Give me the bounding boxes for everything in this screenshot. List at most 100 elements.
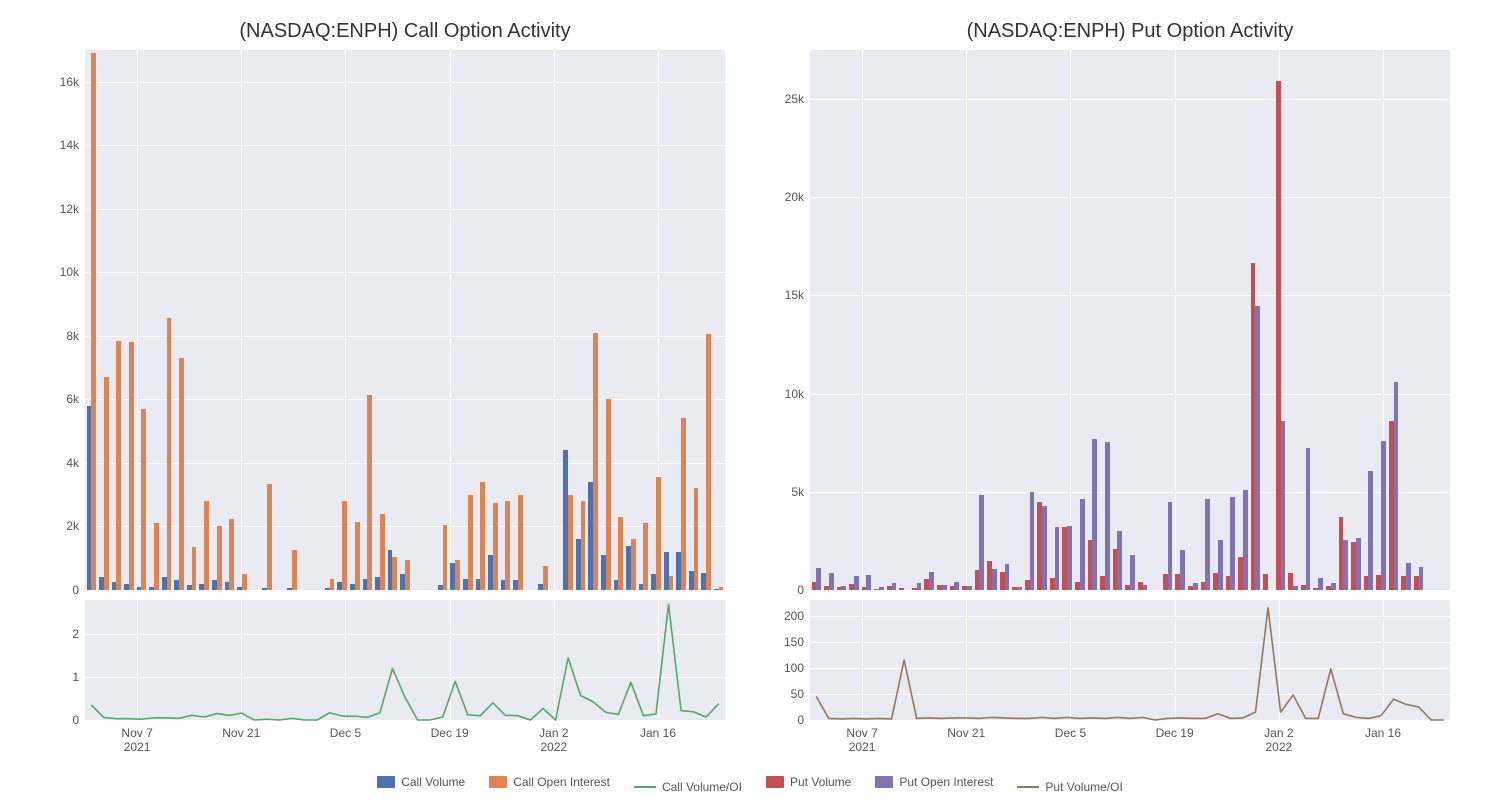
bar [1263,574,1268,590]
bar [643,523,648,590]
bar [1218,540,1223,590]
gridline [85,590,725,591]
ytick-label: 10k [785,387,810,401]
legend-label: Call Volume/OI [662,780,742,794]
put-bar-chart: (NASDAQ:ENPH) Put Option Activity 05k10k… [810,50,1450,590]
xtick-label: Jan 16 [640,720,676,740]
bar [1105,442,1110,590]
legend-swatch [377,776,395,788]
bar [606,399,611,590]
bar [719,587,724,590]
bar [104,377,109,590]
put-ratio-chart: 050100150200Nov 72021Nov 21Dec 5Dec 19Ja… [810,600,1450,720]
bar [292,550,297,590]
bar [1168,502,1173,590]
legend-label: Put Volume [790,775,851,789]
gridline [862,50,863,590]
put-chart-title: (NASDAQ:ENPH) Put Option Activity [810,20,1450,43]
bar [91,53,96,590]
bar [192,547,197,590]
bar [1055,527,1060,590]
bar [681,418,686,590]
call-ratio-plot-area: 012Nov 72021Nov 21Dec 5Dec 19Jan 22022Ja… [85,600,725,720]
bar [706,334,711,590]
ytick-label: 0 [72,713,85,727]
bar [1117,531,1122,590]
ytick-label: 100 [784,661,810,675]
legend-item: Put Open Interest [875,775,993,789]
bar [217,526,222,590]
bar [879,587,884,590]
bar [179,358,184,590]
bar [1193,583,1198,590]
bar [581,501,586,590]
xtick-label: Nov 72021 [121,720,152,754]
call-chart-title: (NASDAQ:ENPH) Call Option Activity [85,20,725,43]
ytick-label: 1 [72,670,85,684]
bar [154,523,159,590]
ytick-label: 2k [66,519,85,533]
legend-item: Put Volume/OI [1017,780,1122,794]
put-bar-plot-area: 05k10k15k20k25k [810,50,1450,590]
bar [1306,448,1311,590]
bar [229,519,234,590]
gridline [450,50,451,590]
ytick-label: 15k [785,288,810,302]
ytick-label: 4k [66,456,85,470]
legend-label: Call Volume [401,775,465,789]
bar [1130,555,1135,590]
ytick-label: 6k [66,392,85,406]
bar [1255,306,1260,590]
ratio-line [85,600,725,720]
bar [1067,526,1072,590]
gridline [966,50,967,590]
bar [816,568,821,590]
ytick-label: 16k [60,75,85,89]
bar [656,477,661,590]
bar [518,495,523,590]
ytick-label: 0 [797,583,810,597]
gridline [810,720,1450,721]
bar [631,539,636,590]
gridline [1175,50,1176,590]
gridline [810,197,1450,198]
bar [1205,499,1210,590]
gridline [85,272,725,273]
ytick-label: 25k [785,92,810,106]
bar [1343,540,1348,590]
gridline [241,50,242,590]
bar [493,503,498,590]
bar [899,588,904,590]
bar [204,501,209,590]
legend-swatch [875,776,893,788]
bar [141,409,146,590]
xtick-label: Dec 19 [1156,720,1194,740]
gridline [1070,50,1071,590]
bar [593,333,598,590]
bar [380,514,385,590]
ytick-label: 0 [797,713,810,727]
bar [841,586,846,590]
legend-swatch [766,776,784,788]
gridline [810,492,1450,493]
bar [543,566,548,590]
bar [455,560,460,590]
gridline [554,50,555,590]
xtick-label: Jan 22022 [1264,720,1293,754]
bar [669,576,674,590]
legend-label: Call Open Interest [513,775,610,789]
bar [967,586,972,590]
bar [1180,550,1185,590]
bar [1042,506,1047,590]
bar [568,495,573,590]
xtick-label: Dec 19 [431,720,469,740]
ytick-label: 12k [60,202,85,216]
bar [954,582,959,590]
bar [866,575,871,590]
legend-line [1017,786,1039,788]
ytick-label: 8k [66,329,85,343]
bar [405,560,410,590]
bar [1030,492,1035,590]
gridline [137,50,138,590]
bar [892,583,897,590]
